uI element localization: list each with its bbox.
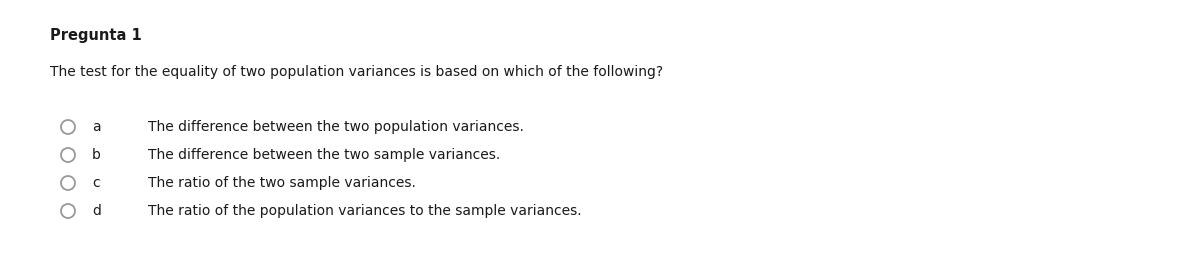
Text: The difference between the two population variances.: The difference between the two populatio… — [148, 120, 524, 134]
Text: The test for the equality of two population variances is based on which of the f: The test for the equality of two populat… — [50, 65, 664, 79]
Text: a: a — [92, 120, 101, 134]
Text: The difference between the two sample variances.: The difference between the two sample va… — [148, 148, 500, 162]
Text: b: b — [92, 148, 101, 162]
Text: c: c — [92, 176, 100, 190]
Text: The ratio of the population variances to the sample variances.: The ratio of the population variances to… — [148, 204, 582, 218]
Text: The ratio of the two sample variances.: The ratio of the two sample variances. — [148, 176, 416, 190]
Text: d: d — [92, 204, 101, 218]
Text: Pregunta 1: Pregunta 1 — [50, 28, 142, 43]
